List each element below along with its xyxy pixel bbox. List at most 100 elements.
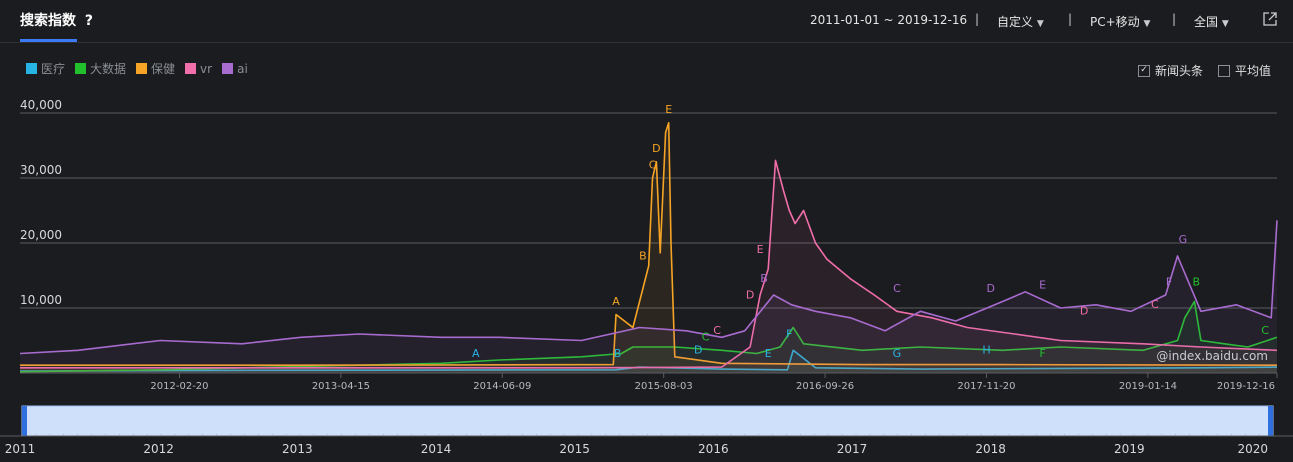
annotation-label: B: [614, 347, 622, 360]
navigator-year-label: 2018: [975, 442, 1006, 456]
watermark: @index.baidu.com: [1156, 349, 1268, 363]
legend-label: 医疗: [41, 62, 66, 76]
navigator-year-label: 2012: [143, 442, 174, 456]
region-dropdown[interactable]: 全国 ▼: [1194, 13, 1229, 30]
x-tick-label: 2014-06-09: [473, 381, 531, 392]
navigator-year-label: 2016: [698, 442, 729, 456]
series-line: [19, 349, 1278, 372]
news-label: 新闻头条: [1155, 64, 1204, 78]
annotation-label: B: [760, 272, 768, 285]
average-toggle[interactable]: 平均值: [1218, 62, 1271, 79]
x-tick-label: 2016-09-26: [796, 381, 854, 392]
annotation-label: F: [786, 327, 792, 340]
annotation-label: F: [1039, 347, 1045, 360]
annotation-label: B: [1193, 275, 1201, 288]
legend-label: 大数据: [90, 62, 127, 76]
news-checkbox[interactable]: ✓: [1138, 64, 1150, 77]
average-checkbox[interactable]: [1218, 64, 1230, 77]
chevron-down-icon: ▼: [1143, 19, 1151, 29]
axis-layer: 40,000 30,000 20,000 10,000 2012-02-20 2013-0…: [20, 98, 1278, 392]
legend-item[interactable]: ai: [222, 60, 248, 77]
annotation-label: C: [649, 158, 657, 171]
annotation-label: G: [893, 347, 902, 360]
annotation-label: E: [765, 347, 772, 360]
x-tick-label: 2013-04-15: [312, 381, 370, 392]
series-line: [19, 220, 1278, 355]
navigator-year-label: 2019: [1114, 442, 1145, 456]
annotation-label: C: [1151, 298, 1159, 311]
annotation-label: D: [746, 288, 754, 301]
legend-label: vr: [200, 61, 213, 76]
legend-label: ai: [237, 61, 248, 76]
external-link-icon[interactable]: [1263, 11, 1277, 30]
date-range[interactable]: 2011-01-01 ~ 2019-12-16: [810, 13, 968, 27]
series-area: [20, 122, 1277, 373]
annotation-label: D: [986, 282, 994, 295]
legend-item[interactable]: vr: [185, 60, 212, 77]
legend-swatch: [136, 63, 148, 74]
annotation-label: C: [893, 282, 901, 295]
x-tick-label: 2015-08-03: [635, 381, 693, 392]
y-tick-label: 40,000: [20, 98, 62, 112]
title-text: 搜索指数: [20, 13, 76, 29]
series-line: [20, 159, 1278, 369]
annotation-label: E: [1039, 279, 1046, 292]
annotation-label: E: [757, 243, 764, 256]
annotation-label: A: [612, 295, 620, 308]
news-toggle[interactable]: ✓ 新闻头条: [1138, 62, 1203, 79]
separator: |: [975, 12, 980, 26]
page-title: 搜索指数 ?: [20, 10, 93, 30]
annotation-label: F: [1166, 275, 1172, 288]
navigator-handle-left: [22, 406, 27, 436]
annotation-label: G: [1179, 233, 1188, 246]
navigator-year-label: 2015: [559, 442, 590, 456]
annotation-label: E: [665, 103, 672, 116]
navigator-track: [21, 405, 1274, 437]
y-tick-label: 30,000: [20, 163, 62, 177]
annotation-label: D: [694, 344, 702, 357]
series-area: [20, 220, 1277, 373]
annotation-label: D: [1080, 305, 1088, 318]
legend-swatch: [185, 63, 197, 74]
annotation-label: A: [472, 347, 480, 360]
range-navigator: 2011 2012 2013 2014 2015 2016 2017 2018 2019 2020: [0, 405, 1293, 456]
y-tick-label: 20,000: [20, 228, 62, 242]
legend-label: 保健: [151, 62, 176, 76]
legend-swatch: [75, 63, 87, 74]
region-label: 全国: [1194, 15, 1219, 29]
annotation-label: B: [639, 249, 647, 262]
y-tick-label: 10,000: [20, 293, 62, 307]
annotation-label: C: [702, 331, 710, 344]
separator: |: [1068, 12, 1073, 26]
custom-label: 自定义: [997, 15, 1034, 29]
custom-dropdown[interactable]: 自定义 ▼: [997, 13, 1044, 30]
annotation-label: C: [1261, 324, 1269, 337]
annotation-label: H: [982, 344, 990, 357]
average-label: 平均值: [1235, 64, 1272, 78]
x-tick-label: 2019-12-16: [1217, 381, 1275, 392]
x-tick-label: 2012-02-20: [150, 381, 208, 392]
navigator-year-label: 2014: [421, 442, 452, 456]
x-tick-label: 2019-01-14: [1119, 381, 1177, 392]
legend-swatch: [26, 63, 37, 74]
device-dropdown[interactable]: PC+移动 ▼: [1090, 13, 1150, 30]
navigator-year-label: 2020: [1237, 442, 1268, 456]
chevron-down-icon: ▼: [1036, 19, 1044, 29]
x-tick-label: 2017-11-20: [957, 381, 1015, 392]
title-underline: [20, 39, 77, 42]
series-layer: [19, 122, 1278, 373]
series-line: [20, 122, 1278, 366]
legend-item[interactable]: 保健: [136, 60, 175, 77]
help-icon[interactable]: ?: [84, 13, 93, 29]
device-label: PC+移动: [1090, 15, 1140, 29]
separator: |: [1172, 12, 1177, 26]
series-area: [20, 301, 1277, 373]
navigator-year-label: 2011: [5, 442, 36, 456]
legend-item[interactable]: 医疗: [26, 60, 65, 77]
annotation-label: D: [652, 142, 660, 155]
navigator-year-label: 2017: [837, 442, 868, 456]
legend-item[interactable]: 大数据: [75, 60, 126, 77]
chevron-down-icon: ▼: [1221, 19, 1229, 29]
